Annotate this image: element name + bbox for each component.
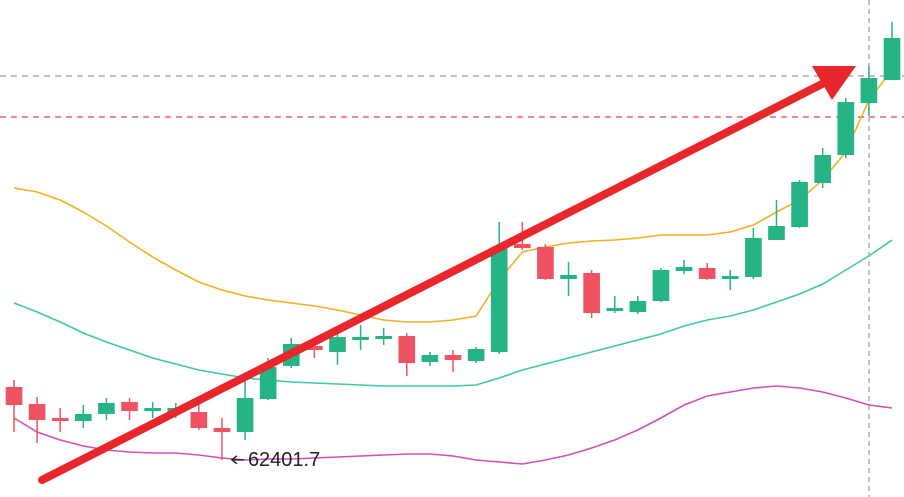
candle-body xyxy=(329,337,346,352)
candle-body xyxy=(306,346,323,350)
low-label: 62401.7 xyxy=(248,449,320,471)
candle-body xyxy=(490,248,508,352)
candle-body xyxy=(421,355,439,362)
candle-body xyxy=(883,38,901,80)
candle-body xyxy=(190,412,208,428)
candle-body xyxy=(121,402,138,411)
candle-body xyxy=(791,182,808,227)
candle-body xyxy=(814,155,832,183)
arrow-shaft xyxy=(38,80,826,484)
candle-body xyxy=(768,226,785,240)
candles xyxy=(5,22,901,460)
candle-body xyxy=(213,428,231,432)
candle-body xyxy=(606,308,624,311)
indicator-line xyxy=(13,239,893,387)
candle-body xyxy=(375,336,393,339)
candle-body xyxy=(467,349,485,361)
candle-body xyxy=(837,102,855,155)
candle-body xyxy=(513,244,531,248)
candle-body xyxy=(444,355,462,360)
candle-body xyxy=(537,247,554,279)
candle-body xyxy=(698,268,716,279)
candle-body xyxy=(583,273,600,313)
marker-arrow-head xyxy=(230,455,238,465)
low-marker: 62401.7 xyxy=(230,449,320,471)
candle-body xyxy=(860,78,878,103)
candle-body xyxy=(144,408,161,411)
candle-body xyxy=(398,336,416,363)
candle-body xyxy=(652,270,670,301)
indicator-line xyxy=(13,69,893,323)
arrow-head xyxy=(812,66,856,100)
candle-body xyxy=(352,337,369,340)
trend-arrow xyxy=(38,66,856,484)
candle-body xyxy=(259,367,277,399)
candle-body xyxy=(236,398,254,432)
candle-body xyxy=(745,238,762,277)
candle-body xyxy=(629,301,647,312)
candle-body xyxy=(675,267,693,271)
candle-body xyxy=(74,414,92,421)
candle-body xyxy=(5,387,23,405)
candle-body xyxy=(51,418,69,421)
candle-body xyxy=(560,275,577,279)
candle-body xyxy=(721,276,739,279)
candle-body xyxy=(98,403,115,414)
indicator-line xyxy=(13,385,893,465)
indicator-lines xyxy=(13,69,893,465)
candle-body xyxy=(28,404,46,420)
